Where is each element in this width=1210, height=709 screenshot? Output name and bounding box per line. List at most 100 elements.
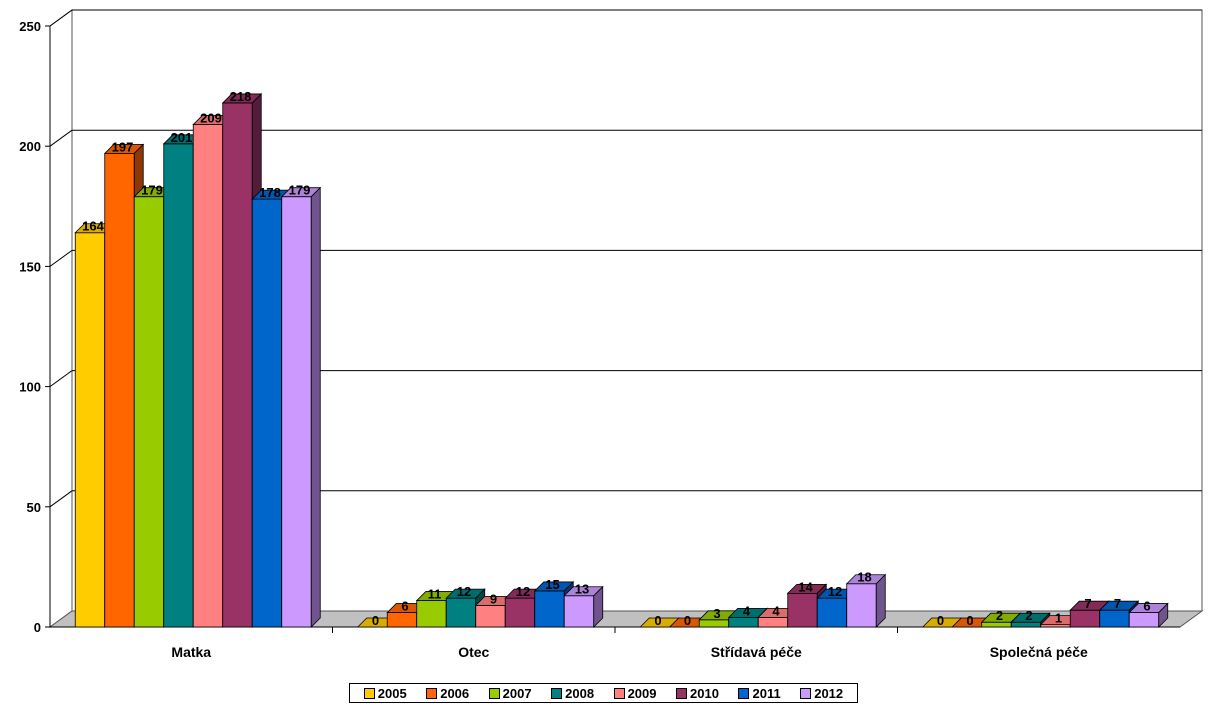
- data-label: 0: [937, 613, 944, 628]
- bar-front: [757, 616, 789, 628]
- bar-side: [875, 573, 886, 628]
- data-label: 18: [857, 570, 871, 585]
- legend-swatch: [800, 687, 812, 699]
- data-label: 4: [743, 603, 751, 618]
- x-tick-label: Otec: [458, 644, 489, 660]
- data-label: 197: [112, 139, 134, 154]
- legend-item: 2005: [363, 685, 407, 701]
- data-label: 9: [490, 591, 497, 606]
- y-tick-label: 250: [19, 19, 41, 34]
- y-tick-label: 150: [19, 259, 41, 274]
- legend-item: 2011: [738, 686, 781, 701]
- bar-front: [816, 597, 848, 628]
- plot-side-wall: [49, 9, 73, 628]
- bar-front: [787, 592, 818, 628]
- data-label: 7: [1114, 596, 1121, 611]
- legend-label: 2007: [502, 685, 532, 701]
- legend-swatch: [551, 687, 563, 699]
- data-label: 4: [772, 603, 780, 618]
- data-label: 11: [428, 587, 442, 602]
- x-tick-label: Matka: [171, 644, 211, 660]
- bar-front: [281, 196, 312, 628]
- x-tick-label: Společná péče: [990, 644, 1088, 660]
- bar-front: [534, 590, 565, 628]
- data-label: 164: [82, 219, 104, 234]
- gridline-diagonal: [49, 129, 73, 147]
- bar-front: [846, 583, 877, 628]
- legend-label: 2006: [440, 685, 470, 701]
- bar-front: [251, 198, 283, 628]
- data-label: 0: [966, 613, 973, 628]
- data-label: 6: [1143, 599, 1150, 614]
- legend-swatch: [363, 687, 375, 699]
- bar-front: [698, 619, 730, 628]
- legend-swatch: [426, 687, 438, 699]
- gridline-diagonal: [49, 370, 73, 388]
- bar-front: [1099, 609, 1130, 628]
- bar-front: [133, 196, 165, 628]
- data-label: 13: [575, 582, 589, 597]
- data-label: 0: [654, 613, 661, 628]
- bar-side: [1158, 602, 1169, 628]
- x-tick-label: Střídavá péče: [711, 644, 802, 660]
- y-tick-label: 200: [19, 139, 41, 154]
- bar-front: [1069, 609, 1101, 628]
- bar-front: [445, 597, 477, 628]
- legend-label: 2005: [377, 685, 407, 701]
- bar-side: [310, 186, 321, 628]
- gridline-diagonal: [49, 9, 73, 27]
- legend-label: 2010: [690, 685, 719, 701]
- data-label: 12: [516, 584, 530, 599]
- gridline-diagonal: [49, 249, 73, 267]
- bar-front: [504, 597, 536, 628]
- data-label: 209: [200, 111, 222, 126]
- bar-side: [593, 585, 604, 628]
- bar-front: [386, 612, 418, 628]
- data-label: 1: [1055, 611, 1062, 626]
- data-label: 7: [1084, 596, 1091, 611]
- legend-label: 2012: [814, 685, 844, 701]
- legend-item: 2006: [426, 686, 469, 701]
- y-tick-label: 50: [27, 500, 41, 515]
- chart-legend: 2005 2006 2007 2008 2009 2010 2011 2012: [349, 683, 858, 703]
- legend-item: 2009: [613, 685, 657, 701]
- data-label: 3: [713, 606, 720, 621]
- gridline-diagonal: [49, 490, 73, 508]
- legend-item: 2012: [800, 686, 843, 701]
- legend-swatch: [676, 687, 688, 699]
- bar-front: [163, 143, 194, 628]
- legend-swatch: [738, 687, 750, 699]
- bar-front: [222, 102, 253, 628]
- data-label: 0: [684, 613, 691, 628]
- data-label: 0: [372, 613, 379, 628]
- y-tick-label: 0: [34, 620, 41, 635]
- data-label: 12: [457, 584, 471, 599]
- data-label: 2: [1025, 608, 1032, 623]
- legend-item: 2010: [676, 686, 719, 701]
- data-label: 179: [141, 183, 163, 198]
- data-label: 179: [289, 183, 311, 198]
- bar-front: [416, 600, 447, 628]
- legend-swatch: [488, 687, 500, 699]
- bar-front: [475, 604, 506, 628]
- bar-front: [104, 153, 135, 628]
- data-label: 201: [171, 130, 193, 145]
- data-label: 218: [230, 89, 252, 104]
- bar-front: [563, 595, 595, 628]
- y-tick-label: 100: [19, 380, 41, 395]
- legend-label: 2008: [565, 685, 595, 701]
- legend-label: 2009: [627, 685, 657, 701]
- data-label: 12: [828, 584, 842, 599]
- data-label: 6: [401, 599, 408, 614]
- bar-front: [1128, 612, 1160, 628]
- legend-item: 2007: [488, 685, 532, 701]
- data-label: 14: [798, 579, 813, 594]
- bar-front: [728, 616, 759, 628]
- legend-item: 2008: [551, 686, 594, 701]
- data-label: 15: [545, 577, 559, 592]
- bar-front: [192, 124, 224, 628]
- legend-swatch: [613, 687, 625, 699]
- data-label: 2: [996, 608, 1003, 623]
- data-label: 178: [259, 185, 281, 200]
